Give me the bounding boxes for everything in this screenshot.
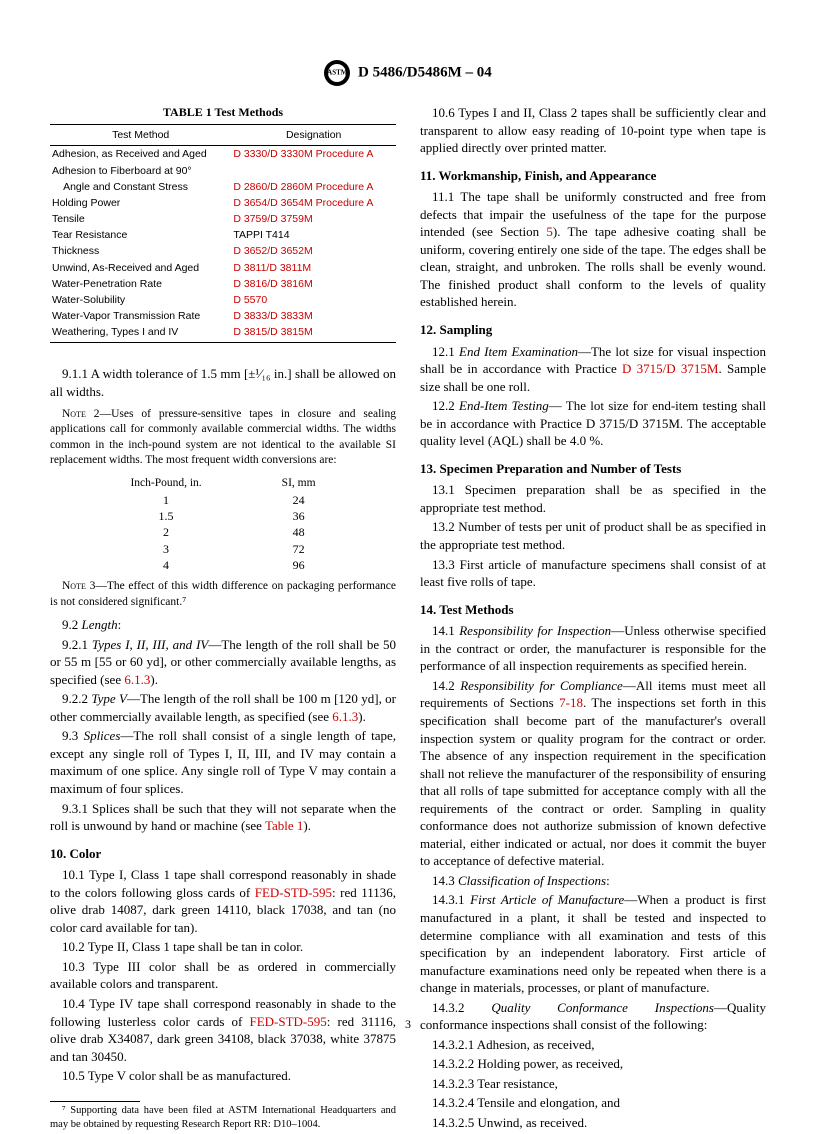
para-10.1: 10.1 Type I, Class 1 tape shall correspo… [50, 866, 396, 936]
para-9.3: 9.3 Splices—The roll shall consist of a … [50, 727, 396, 797]
conv-si: 36 [242, 508, 356, 524]
para-10.3: 10.3 Type III color shall be as ordered … [50, 958, 396, 993]
table-row-designation: D 3816/D 3816M [231, 276, 396, 292]
para-9.3.1: 9.3.1 Splices shall be such that they wi… [50, 800, 396, 835]
table-row-method: Tensile [50, 211, 231, 227]
table-row-designation: D 3759/D 3759M [231, 211, 396, 227]
conv-inch: 1 [90, 492, 241, 508]
para-14.3: 14.3 Classification of Inspections: [420, 872, 766, 890]
table-row-designation: D 3811/D 3811M [231, 260, 396, 276]
conv-head-si: SI, mm [242, 475, 356, 493]
left-column: TABLE 1 Test Methods Test Method Designa… [50, 104, 396, 1134]
para-9.2.1: 9.2.1 Types I, II, III, and IV—The lengt… [50, 636, 396, 689]
table-row-method: Tear Resistance [50, 227, 231, 243]
page-header: ASTM D 5486/D5486M – 04 [50, 60, 766, 86]
table-row-method: Holding Power [50, 195, 231, 211]
right-column: 10.6 Types I and II, Class 2 tapes shall… [420, 104, 766, 1134]
para-10.6: 10.6 Types I and II, Class 2 tapes shall… [420, 104, 766, 157]
conv-inch: 2 [90, 524, 241, 540]
conv-si: 24 [242, 492, 356, 508]
para-12.2: 12.2 End-Item Testing— The lot size for … [420, 397, 766, 450]
table1-head-designation: Designation [231, 125, 396, 146]
table-row-method: Water-Penetration Rate [50, 276, 231, 292]
table-row-designation: D 5570 [231, 292, 396, 308]
para-9.1.1: 9.1.1 A width tolerance of 1.5 mm [±¹⁄₁₆… [50, 365, 396, 400]
conv-inch: 4 [90, 557, 241, 573]
standard-designation: D 5486/D5486M – 04 [358, 64, 492, 80]
footnote-rule [50, 1101, 140, 1102]
section-13-head: 13. Specimen Preparation and Number of T… [420, 460, 766, 478]
para-12.1: 12.1 End Item Examination—The lot size f… [420, 343, 766, 396]
table-row-designation: D 3330/D 3330M Procedure A [231, 146, 396, 163]
table-row-designation: D 3652/D 3652M [231, 243, 396, 259]
para-9.2.2: 9.2.2 Type V—The length of the roll shal… [50, 690, 396, 725]
page-number: 3 [405, 1016, 411, 1032]
table-row-method: Adhesion, as Received and Aged [50, 146, 231, 163]
conv-inch: 3 [90, 541, 241, 557]
table-row-method: Unwind, As-Received and Aged [50, 260, 231, 276]
table-row-method: Angle and Constant Stress [50, 179, 231, 195]
conv-head-inch: Inch-Pound, in. [90, 475, 241, 493]
footnote-7: ⁷ Supporting data have been filed at AST… [50, 1104, 396, 1132]
para-14.3.2.1: 14.3.2.1 Adhesion, as received, [420, 1036, 766, 1054]
conv-si: 72 [242, 541, 356, 557]
para-11.1: 11.1 The tape shall be uniformly constru… [420, 188, 766, 311]
para-14.3.2.3: 14.3.2.3 Tear resistance, [420, 1075, 766, 1093]
section-10-head: 10. Color [50, 845, 396, 863]
conv-si: 48 [242, 524, 356, 540]
conv-inch: 1.5 [90, 508, 241, 524]
section-12-head: 12. Sampling [420, 321, 766, 339]
para-14.2: 14.2 Responsibility for Compliance—All i… [420, 677, 766, 870]
table-row-designation [231, 163, 396, 179]
para-14.3.2.5: 14.3.2.5 Unwind, as received. [420, 1114, 766, 1132]
table-row-designation: D 2860/D 2860M Procedure A [231, 179, 396, 195]
table1: Test Method Designation Adhesion, as Rec… [50, 124, 396, 343]
para-10.5: 10.5 Type V color shall be as manufactur… [50, 1067, 396, 1085]
para-13.1: 13.1 Specimen preparation shall be as sp… [420, 481, 766, 516]
para-10.2: 10.2 Type II, Class 1 tape shall be tan … [50, 938, 396, 956]
table1-title: TABLE 1 Test Methods [50, 104, 396, 120]
table-row-method: Adhesion to Fiberboard at 90° [50, 163, 231, 179]
table-row-designation: D 3815/D 3815M [231, 324, 396, 343]
table-row-method: Water-Vapor Transmission Rate [50, 308, 231, 324]
para-14.3.1: 14.3.1 First Article of Manufacture—When… [420, 891, 766, 996]
table-row-designation: TAPPI T414 [231, 227, 396, 243]
astm-logo: ASTM [324, 60, 350, 86]
section-14-head: 14. Test Methods [420, 601, 766, 619]
table-row-designation: D 3654/D 3654M Procedure A [231, 195, 396, 211]
note-2: Note 2—Uses of pressure-sensitive tapes … [50, 407, 396, 469]
section-11-head: 11. Workmanship, Finish, and Appearance [420, 167, 766, 185]
para-10.4: 10.4 Type IV tape shall correspond reaso… [50, 995, 396, 1065]
para-9.2: 9.2 Length: [50, 616, 396, 634]
para-13.3: 13.3 First article of manufacture specim… [420, 556, 766, 591]
two-column-layout: TABLE 1 Test Methods Test Method Designa… [50, 104, 766, 1134]
para-14.3.2.4: 14.3.2.4 Tensile and elongation, and [420, 1094, 766, 1112]
conv-si: 96 [242, 557, 356, 573]
para-13.2: 13.2 Number of tests per unit of product… [420, 518, 766, 553]
table-row-method: Weathering, Types I and IV [50, 324, 231, 343]
para-14.3.2: 14.3.2 Quality Conformance Inspections—Q… [420, 999, 766, 1034]
para-14.3.2.2: 14.3.2.2 Holding power, as received, [420, 1055, 766, 1073]
table1-head-method: Test Method [50, 125, 231, 146]
note-3: Note 3—The effect of this width differen… [50, 579, 396, 610]
conversion-table: Inch-Pound, in. SI, mm 1241.536248372496 [90, 475, 355, 573]
para-14.1: 14.1 Responsibility for Inspection—Unles… [420, 622, 766, 675]
table-row-method: Water-Solubility [50, 292, 231, 308]
table-row-method: Thickness [50, 243, 231, 259]
table-row-designation: D 3833/D 3833M [231, 308, 396, 324]
